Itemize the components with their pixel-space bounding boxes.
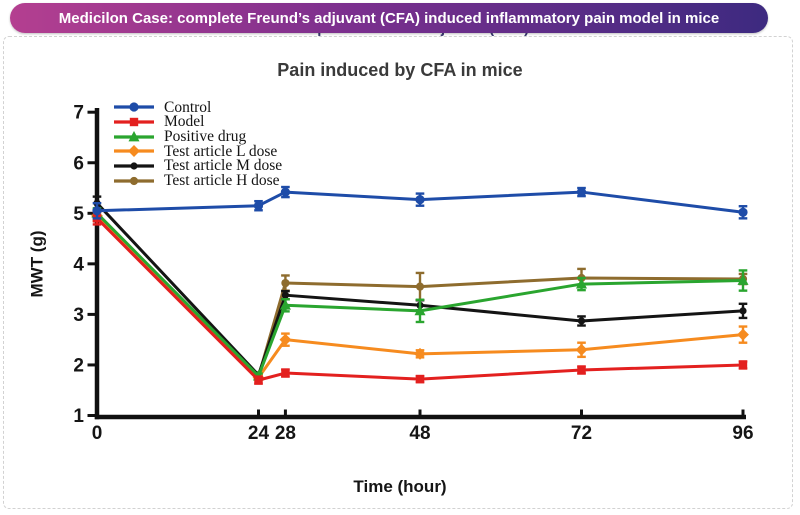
legend-label: Test article M dose <box>164 157 283 175</box>
legend-item: Model <box>113 113 282 131</box>
legend-sample-icon <box>114 130 154 142</box>
y-tick-label: 6 <box>73 153 84 174</box>
axes: 1 2 3 4 5 6 7 0 24 28 48 72 96 <box>73 103 753 444</box>
figure-card <box>3 36 793 509</box>
legend-label: Test article H dose <box>164 172 280 190</box>
x-tick-label: 0 <box>92 423 103 444</box>
legend-sample-icon <box>114 162 154 170</box>
case-title-banner: Medicilon Case: complete Freund’s adjuva… <box>10 3 768 33</box>
x-axis-label: Time (hour) <box>353 477 447 496</box>
legend-item: Test article M dose <box>113 157 283 175</box>
legend-item: Test article L dose <box>113 144 282 159</box>
legend-sample-icon <box>114 117 154 127</box>
legend-item: Positive drug <box>113 129 282 144</box>
legend-sample-icon <box>114 102 154 112</box>
legend-label: Model <box>164 113 205 131</box>
legend-sample-icon <box>114 145 154 158</box>
y-tick-label: 4 <box>73 254 84 275</box>
y-tick-label: 2 <box>73 355 84 376</box>
x-tick-label: 72 <box>571 423 592 444</box>
y-tick-label: 7 <box>73 103 84 124</box>
y-tick-label: 1 <box>73 406 84 427</box>
series-control <box>92 185 748 220</box>
chart-title: Pain induced by CFA in mice <box>277 60 523 80</box>
legend-label: Test article L dose <box>164 142 278 160</box>
y-tick-label: 5 <box>73 204 84 225</box>
x-tick-label: 24 <box>248 423 270 444</box>
x-tick-label: 28 <box>275 423 296 444</box>
legend-label: Positive drug <box>164 127 247 145</box>
legend-sample-icon <box>114 176 154 185</box>
y-tick-label: 3 <box>73 305 84 326</box>
clipped-text: Medicilon Case: complete Freund’s adjuva… <box>168 32 644 37</box>
x-tick-label: 48 <box>409 423 430 444</box>
legend-label: Control <box>164 98 212 116</box>
chart-legend: Control Model Positive drug Test article L … <box>113 100 282 188</box>
x-tick-label: 96 <box>732 423 753 444</box>
case-title: Medicilon Case: complete Freund’s adjuva… <box>58 9 720 27</box>
legend-item: Control <box>113 100 282 115</box>
clipped-text-artifact: Medicilon Case: complete Freund’s adjuva… <box>168 32 644 38</box>
legend-item: Test article H dose <box>113 173 282 188</box>
